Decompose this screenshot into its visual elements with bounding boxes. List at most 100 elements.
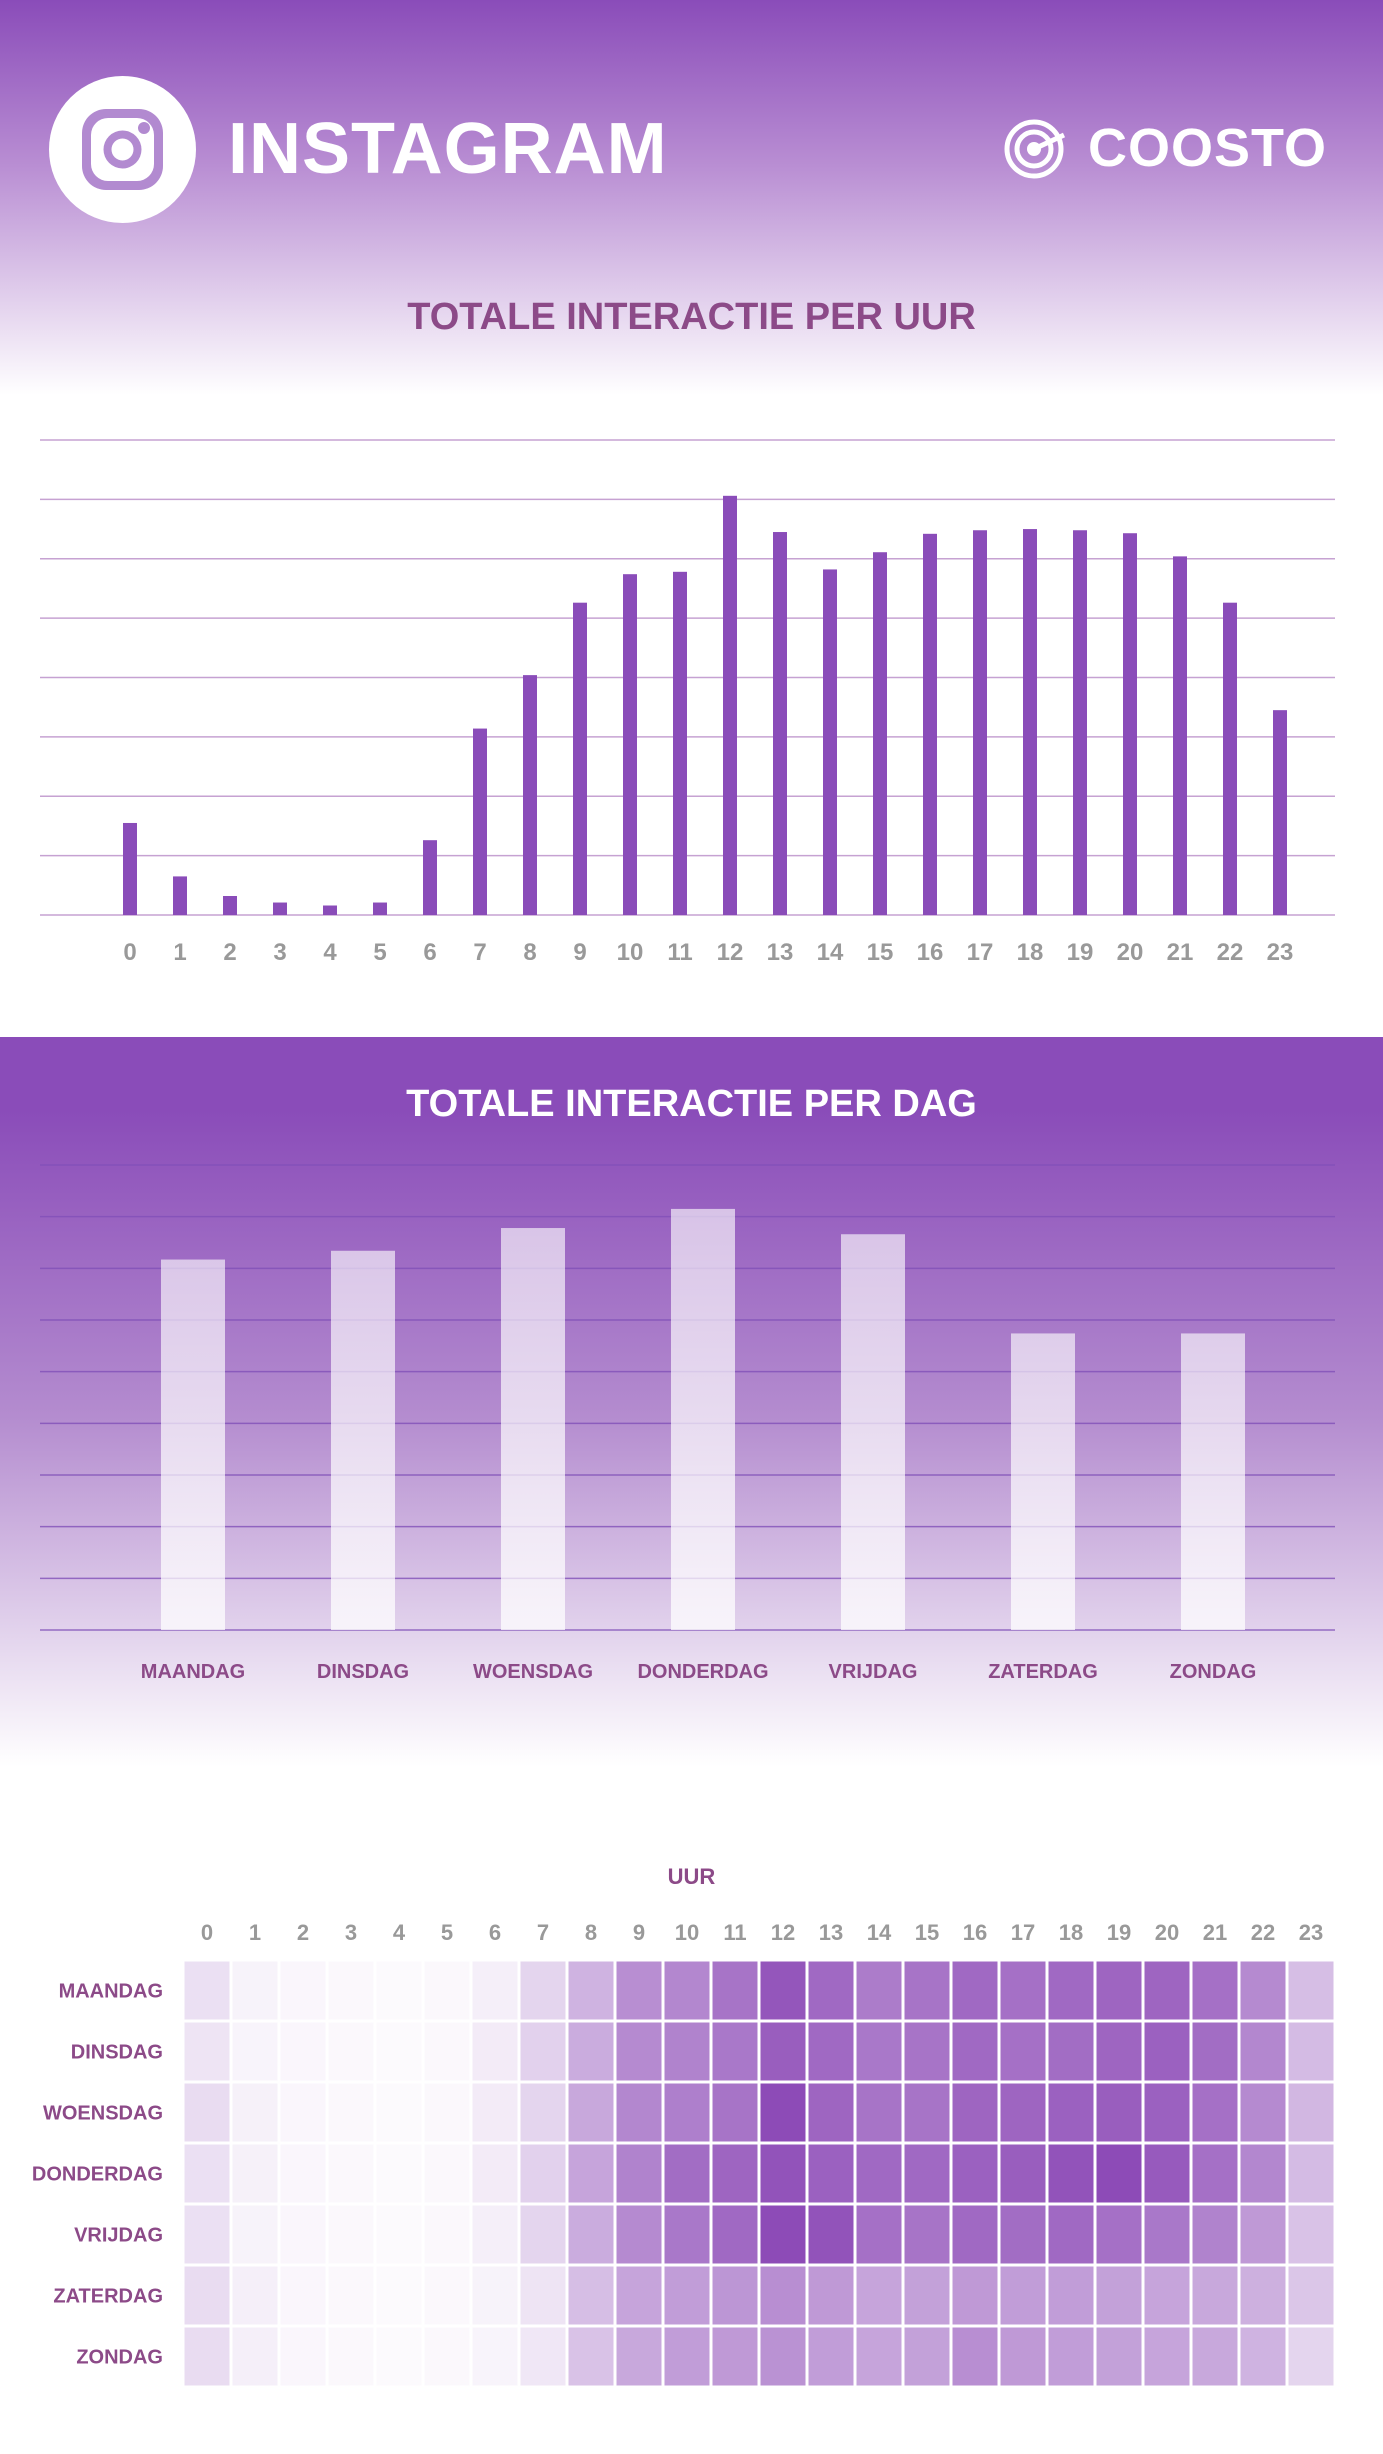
heatmap-hour-label: 5: [441, 1920, 453, 1945]
hour-bar-0: [123, 822, 137, 915]
hour-tick-label: 9: [573, 939, 586, 966]
heatmap-cell: [517, 1958, 569, 2023]
heatmap-cell: [325, 2202, 377, 2267]
heatmap-cell: [613, 2202, 665, 2267]
hour-bar-23: [1273, 710, 1287, 915]
heatmap-cell: [949, 2019, 1001, 2084]
heatmap-cell: [661, 2080, 713, 2145]
heatmap-cell: [565, 1958, 617, 2023]
heatmap-cell: [1189, 2141, 1241, 2206]
heatmap-cell: [469, 2080, 521, 2145]
hour-bar-11: [673, 571, 687, 915]
day-bar-zaterdag: [1011, 1333, 1075, 1630]
heatmap-cell: [277, 2141, 329, 2206]
heatmap-cell: [181, 2263, 233, 2328]
heatmap-cell: [997, 2080, 1049, 2145]
day-bar-woensdag: [501, 1228, 565, 1630]
heatmap-cell: [1189, 1958, 1241, 2023]
heatmap-day-label: ZATERDAG: [53, 2286, 163, 2308]
heatmap-cell: [1141, 2263, 1193, 2328]
heatmap-hour-label: 18: [1059, 1920, 1083, 1945]
heatmap-hour-label: 11: [723, 1920, 746, 1945]
heatmap-cell: [997, 2019, 1049, 2084]
hour-chart-title: TOTALE INTERACTIE PER UUR: [407, 296, 976, 338]
hour-bar-4: [323, 905, 337, 915]
hour-tick-label: 11: [667, 939, 692, 966]
heatmap-cell: [565, 2263, 617, 2328]
heatmap-cell: [757, 2263, 809, 2328]
heatmap-cell: [853, 2019, 905, 2084]
day-tick-label: ZATERDAG: [988, 1661, 1098, 1683]
heatmap-cell: [469, 2202, 521, 2267]
hour-bar-3: [273, 902, 287, 915]
heatmap-cell: [181, 2019, 233, 2084]
heatmap-cell: [373, 1958, 425, 2023]
heatmap-cell: [277, 2080, 329, 2145]
hour-tick-label: 13: [767, 939, 794, 966]
heatmap-cell: [1285, 2019, 1337, 2084]
heatmap-cell: [469, 2324, 521, 2389]
day-tick-label: DONDERDAG: [637, 1661, 768, 1683]
heatmap-cell: [1237, 1958, 1289, 2023]
heatmap-cell: [805, 2080, 857, 2145]
heatmap-cell: [421, 2263, 473, 2328]
heatmap-cell: [1045, 2141, 1097, 2206]
heatmap-cell: [853, 1958, 905, 2023]
heatmap-cell: [1237, 2141, 1289, 2206]
heatmap-cell: [1189, 2080, 1241, 2145]
heatmap-cell: [325, 2263, 377, 2328]
heatmap-hour-label: 20: [1155, 1920, 1179, 1945]
heatmap-cell: [277, 2263, 329, 2328]
day-tick-label: WOENSDAG: [473, 1661, 593, 1683]
day-bar-maandag: [161, 1259, 225, 1630]
heatmap-cell: [1093, 2019, 1145, 2084]
heatmap-cell: [1237, 2019, 1289, 2084]
hour-tick-label: 8: [523, 939, 536, 966]
heatmap-cell: [853, 2080, 905, 2145]
day-bar-donderdag: [671, 1208, 735, 1630]
heatmap-cell: [181, 2202, 233, 2267]
hour-tick-label: 14: [817, 939, 844, 966]
heatmap-cell: [373, 2202, 425, 2267]
hour-bar-6: [423, 840, 437, 915]
heatmap-cell: [421, 2019, 473, 2084]
heatmap-cell: [949, 2141, 1001, 2206]
heatmap-cell: [469, 1958, 521, 2023]
heatmap-day-label: WOENSDAG: [43, 2103, 163, 2125]
day-tick-label: VRIJDAG: [829, 1661, 918, 1683]
heatmap-hour-label: 23: [1299, 1920, 1323, 1945]
heatmap-hour-label: 13: [819, 1920, 843, 1945]
hour-bar-14: [823, 569, 837, 915]
heatmap-cell: [181, 2324, 233, 2389]
heatmap-day-label: DONDERDAG: [32, 2164, 163, 2186]
heatmap-cell: [229, 1958, 281, 2023]
heatmap-cell: [901, 2141, 953, 2206]
heatmap-cell: [565, 2202, 617, 2267]
heatmap-cell: [469, 2141, 521, 2206]
heatmap-cell: [1141, 2324, 1193, 2389]
heatmap-cell: [613, 2080, 665, 2145]
heatmap-cell: [325, 2080, 377, 2145]
heatmap-cell: [901, 2080, 953, 2145]
heatmap-cell: [1045, 1958, 1097, 2023]
heatmap-day-label: VRIJDAG: [74, 2225, 163, 2247]
heatmap-cell: [1045, 2080, 1097, 2145]
heatmap-cell: [757, 2080, 809, 2145]
heatmap-cell: [229, 2141, 281, 2206]
heatmap-cell: [517, 2019, 569, 2084]
heatmap-hour-label: 10: [675, 1920, 699, 1945]
heatmap-cell: [1093, 2080, 1145, 2145]
heatmap-chart: 0 1 2 3 4 5 6 7 8 9 10 11 12 13 14 15 16 17 18 19 20 21 22 23MA…: [32, 1920, 1337, 2389]
heatmap-cell: [1189, 2019, 1241, 2084]
page-title: INSTAGRAM: [228, 109, 668, 189]
heatmap-hour-label: 1: [249, 1920, 261, 1945]
hour-bar-5: [373, 902, 387, 915]
day-tick-label: ZONDAG: [1170, 1661, 1257, 1683]
heatmap-cell: [1141, 1958, 1193, 2023]
day-tick-label: DINSDAG: [317, 1661, 409, 1683]
heatmap-cell: [757, 2202, 809, 2267]
heatmap-cell: [613, 2324, 665, 2389]
heatmap-hour-label: 22: [1251, 1920, 1275, 1945]
heatmap-cell: [1141, 2141, 1193, 2206]
heatmap-cell: [661, 2202, 713, 2267]
